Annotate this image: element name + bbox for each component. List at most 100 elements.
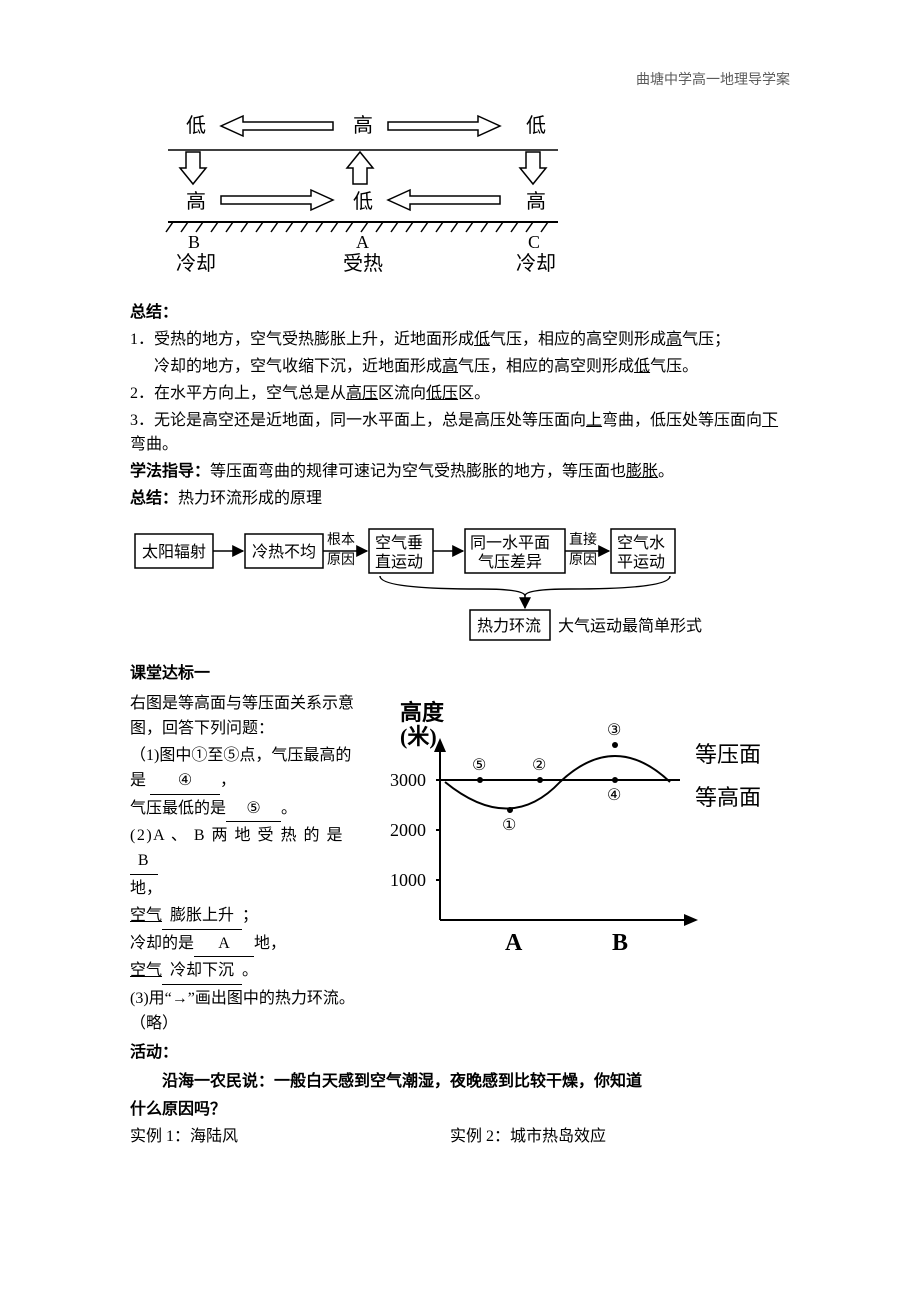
answer-blank: 冷却下沉 bbox=[162, 959, 242, 985]
label-5: ⑤ bbox=[472, 757, 486, 774]
flowchart: 太阳辐射 冷热不均 根本 原因 空气垂 直运动 同一水平面 气压差异 直接 原因… bbox=[130, 524, 790, 658]
brace bbox=[380, 576, 670, 596]
example-1: 实例 1：海陆风 bbox=[130, 1125, 450, 1150]
label-v1: 空气垂 bbox=[375, 534, 423, 552]
summary-line-2: 2．在水平方向上，空气总是从高压区流向低压区。 bbox=[130, 382, 790, 407]
chart-isobaric: 高度 (米) 3000 2000 1000 bbox=[360, 690, 790, 979]
ylabel2: (米) bbox=[400, 724, 437, 749]
arrow-right-bottom bbox=[221, 190, 333, 210]
label-low: 低 bbox=[526, 114, 546, 137]
text: 。 bbox=[242, 962, 258, 979]
point-3 bbox=[612, 742, 618, 748]
summary-line-1b: 冷却的地方，空气收缩下沉，近地面形成高气压，相应的高空则形成低气压。 bbox=[130, 355, 790, 380]
method-line: 学法指导：等压面弯曲的规律可速记为空气受热膨胀的地方，等压面也膨胀。 bbox=[130, 460, 790, 485]
x-arrow bbox=[684, 914, 698, 926]
q2e: 冷却的是A地， bbox=[130, 932, 360, 958]
ylabel1: 高度 bbox=[400, 700, 445, 725]
ytick-1000: 1000 bbox=[390, 870, 426, 890]
q2g: 空气冷却下沉。 bbox=[130, 959, 360, 985]
question-block: 右图是等高面与等压面关系示意图，回答下列问题： （1)图中①至⑤点，气压最高的是… bbox=[130, 690, 790, 1038]
caption-heat: 受热 bbox=[343, 252, 383, 275]
section-kt: 课堂达标一 bbox=[130, 662, 790, 687]
arrow-down-left bbox=[180, 152, 206, 184]
label-direct: 直接 bbox=[569, 531, 597, 548]
ytick-3000: 3000 bbox=[390, 770, 426, 790]
answer-blank: ④ bbox=[150, 769, 220, 795]
label-cause2: 原因 bbox=[569, 553, 597, 568]
q2b: 地， bbox=[130, 877, 360, 902]
conclusion-label: 总结： bbox=[130, 490, 178, 507]
label-1: ① bbox=[502, 817, 516, 834]
label-v2: 直运动 bbox=[375, 553, 423, 571]
xlabel-A: A bbox=[505, 930, 523, 956]
underline: 高 bbox=[666, 331, 682, 348]
text: 。 bbox=[658, 463, 674, 480]
ground-B: B bbox=[188, 232, 200, 252]
label-sun: 太阳辐射 bbox=[142, 543, 206, 561]
q1: （1)图中①至⑤点，气压最高的是 ④， bbox=[130, 744, 360, 795]
underline: 高 bbox=[442, 358, 458, 375]
text: 气压。 bbox=[650, 358, 698, 375]
label-4: ④ bbox=[607, 787, 621, 804]
arrow-up-mid bbox=[347, 152, 373, 184]
summary-line-1: 1．受热的地方，空气受热膨胀上升，近地面形成低气压，相应的高空则形成高气压； bbox=[130, 328, 790, 353]
text: 气压； bbox=[682, 331, 730, 348]
underline: 膨胀 bbox=[626, 463, 658, 480]
label-high: 高 bbox=[353, 114, 373, 137]
label-simplest: 大气运动最简单形式 bbox=[558, 617, 702, 635]
text: 等压面弯曲的规律可速记为空气受热膨胀的地方，等压面也 bbox=[210, 463, 626, 480]
point-1 bbox=[507, 807, 513, 813]
label-h2: 平运动 bbox=[617, 553, 665, 571]
label-isoheight: 等高面 bbox=[695, 785, 761, 810]
text: 。 bbox=[281, 800, 297, 817]
text: 冷却的地方，空气收缩下沉，近地面形成 bbox=[154, 358, 442, 375]
ground-C: C bbox=[528, 232, 540, 252]
page: 曲塘中学高一地理导学案 低 高 低 bbox=[0, 0, 920, 1190]
point-4 bbox=[612, 777, 618, 783]
underline: 下 bbox=[762, 412, 778, 429]
figure-thermal-circulation: 低 高 低 高 低 高 bbox=[148, 110, 790, 294]
text: 热力环流形成的原理 bbox=[178, 490, 322, 507]
label-2: ② bbox=[532, 757, 546, 774]
text: 冷却的是 bbox=[130, 935, 194, 952]
caption-cool: 冷却 bbox=[516, 252, 556, 275]
label-low: 低 bbox=[186, 114, 206, 137]
label-high: 高 bbox=[186, 190, 206, 213]
arrow-right-top bbox=[388, 116, 500, 136]
point-2 bbox=[537, 777, 543, 783]
q2: (2)A 、 B 两 地 受 热 的 是 B bbox=[130, 824, 360, 875]
answer-blank: B bbox=[130, 849, 158, 875]
activity-title: 活动： bbox=[130, 1041, 790, 1066]
text: 区流向 bbox=[378, 385, 426, 402]
label-isobaric: 等压面 bbox=[695, 742, 761, 767]
answer-blank: ⑤ bbox=[226, 797, 281, 823]
summary-line-3: 3．无论是高空还是近地面，同一水平面上，总是高压处等压面向上弯曲，低压处等压面向… bbox=[130, 409, 790, 459]
text: 弯曲，低压处等压面向 bbox=[602, 412, 762, 429]
text: 气压，相应的高空则形成 bbox=[490, 331, 666, 348]
point-5 bbox=[477, 777, 483, 783]
text: 1．受热的地方，空气受热膨胀上升，近地面形成 bbox=[130, 331, 474, 348]
text: 地， bbox=[254, 935, 286, 952]
method-label: 学法指导： bbox=[130, 463, 210, 480]
conclusion-line: 总结：热力环流形成的原理 bbox=[130, 487, 790, 512]
label-root: 根本 bbox=[327, 532, 355, 548]
examples-row: 实例 1：海陆风 实例 2：城市热岛效应 bbox=[130, 1125, 790, 1150]
text: 气压，相应的高空则形成 bbox=[458, 358, 634, 375]
example-2: 实例 2：城市热岛效应 bbox=[450, 1125, 606, 1150]
text: 3．无论是高空还是近地面，同一水平面上，总是高压处等压面向 bbox=[130, 412, 586, 429]
underline: 低 bbox=[474, 331, 490, 348]
q3: (3)用“→”画出图中的热力环流。 （略） bbox=[130, 987, 360, 1037]
text: (2)A 、 B 两 地 受 热 的 是 bbox=[130, 827, 344, 844]
q1b: 气压最低的是⑤。 bbox=[130, 797, 360, 823]
text: ； bbox=[242, 907, 258, 924]
label-p2: 气压差异 bbox=[478, 553, 542, 571]
text: 气压最低的是 bbox=[130, 800, 226, 817]
text: 弯曲。 bbox=[130, 436, 178, 453]
text: 空气 bbox=[130, 962, 162, 979]
arrow-left-bottom bbox=[388, 190, 500, 210]
text: 地， bbox=[130, 880, 162, 897]
activity-q2: 什么原因吗？ bbox=[130, 1098, 790, 1123]
text: ， bbox=[220, 772, 236, 789]
ytick-2000: 2000 bbox=[390, 820, 426, 840]
activity-q1: 沿海一农民说：一般白天感到空气潮湿，夜晚感到比较干燥，你知道 bbox=[130, 1070, 790, 1095]
